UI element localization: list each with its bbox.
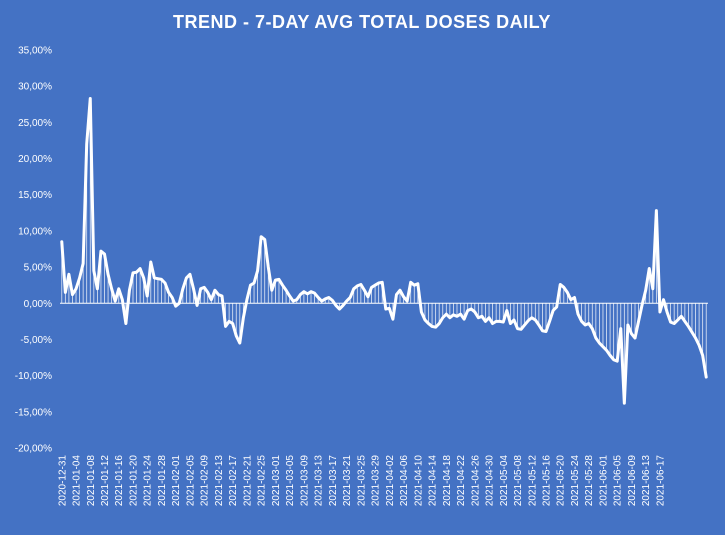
drop-lines — [61, 98, 707, 404]
x-tick-label: 2021-05-08 — [513, 455, 524, 507]
x-tick-label: 2021-05-04 — [499, 455, 510, 507]
x-tick-label: 2021-04-14 — [428, 455, 439, 507]
x-tick-label: 2021-05-20 — [556, 455, 567, 507]
y-tick-label: -20,00% — [15, 444, 52, 455]
y-tick-label: 0,00% — [24, 299, 52, 310]
y-tick-label: -10,00% — [15, 371, 52, 382]
chart-title: TREND - 7-DAY AVG TOTAL DOSES DAILY — [173, 12, 551, 32]
x-tick-label: 2021-04-02 — [385, 455, 396, 507]
x-tick-label: 2021-03-17 — [328, 455, 339, 507]
x-tick-label: 2021-04-10 — [413, 455, 424, 507]
x-tick-label: 2021-01-08 — [86, 455, 97, 507]
x-tick-label: 2021-04-30 — [485, 455, 496, 507]
x-tick-label: 2021-01-28 — [157, 455, 168, 507]
y-tick-label: 5,00% — [24, 263, 52, 274]
x-tick-label: 2021-04-18 — [442, 455, 453, 507]
x-tick-label: 2021-02-05 — [185, 455, 196, 507]
x-tick-label: 2021-02-09 — [200, 455, 211, 507]
y-tick-label: 20,00% — [18, 154, 52, 165]
x-tick-label: 2021-04-22 — [456, 455, 467, 507]
x-tick-label: 2021-05-28 — [584, 455, 595, 507]
x-tick-label: 2021-03-05 — [285, 455, 296, 507]
y-tick-label: 35,00% — [18, 46, 52, 57]
x-tick-label: 2021-02-17 — [228, 455, 239, 507]
x-tick-label: 2021-01-16 — [114, 455, 125, 507]
x-tick-label: 2021-05-12 — [527, 455, 538, 507]
y-tick-label: -15,00% — [15, 407, 52, 418]
x-tick-label: 2021-01-20 — [128, 455, 139, 507]
x-tick-label: 2021-02-01 — [171, 455, 182, 507]
series-line — [60, 96, 708, 405]
y-tick-label: 10,00% — [18, 226, 52, 237]
x-tick-label: 2021-03-25 — [356, 455, 367, 507]
x-tick-label: 2021-01-24 — [143, 455, 154, 507]
y-tick-label: 15,00% — [18, 190, 52, 201]
y-tick-label: 25,00% — [18, 118, 52, 129]
y-tick-label: 30,00% — [18, 82, 52, 93]
y-axis-ticks: 35,00% 30,00% 25,00% 20,00% 15,00% 10,00% 5,00… — [15, 46, 52, 455]
x-tick-label: 2021-01-04 — [72, 455, 83, 507]
x-tick-label: 2021-03-09 — [299, 455, 310, 507]
x-tick-label: 2021-03-01 — [271, 455, 282, 507]
x-tick-label: 2021-05-24 — [570, 455, 581, 507]
x-tick-label: 2021-06-09 — [627, 455, 638, 507]
x-tick-label: 2021-06-13 — [641, 455, 652, 507]
y-tick-label: -5,00% — [20, 335, 52, 346]
x-tick-label: 2020-12-31 — [57, 455, 68, 507]
x-tick-label: 2021-04-26 — [470, 455, 481, 507]
x-tick-label: 2021-03-29 — [371, 455, 382, 507]
x-axis-ticks: 2020-12-31 2021-01-04 2021-01-08 2021-01-12… — [57, 455, 666, 507]
x-tick-label: 2021-02-21 — [242, 455, 253, 507]
x-tick-label: 2021-04-06 — [399, 455, 410, 507]
x-tick-label: 2021-02-13 — [214, 455, 225, 507]
x-tick-label: 2021-03-21 — [342, 455, 353, 507]
x-tick-label: 2021-01-12 — [100, 455, 111, 507]
x-tick-label: 2021-06-17 — [655, 455, 666, 507]
x-tick-label: 2021-06-05 — [613, 455, 624, 507]
x-tick-label: 2021-02-25 — [257, 455, 268, 507]
x-tick-label: 2021-03-13 — [314, 455, 325, 507]
x-tick-label: 2021-06-01 — [598, 455, 609, 507]
x-tick-label: 2021-05-16 — [542, 455, 553, 507]
